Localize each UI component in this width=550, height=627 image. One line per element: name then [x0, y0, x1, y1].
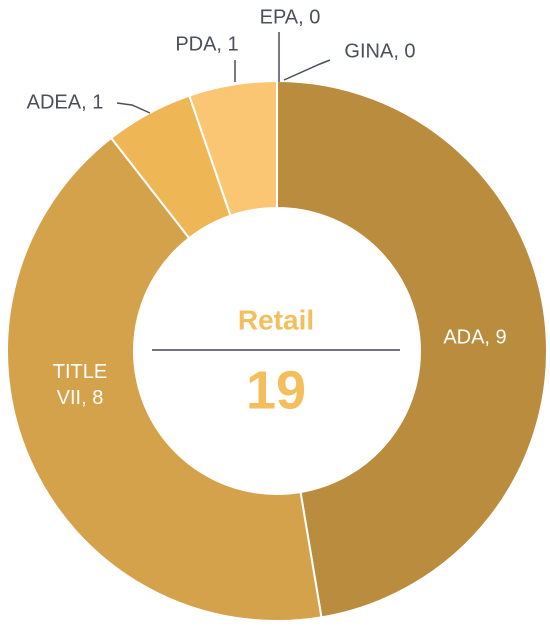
- slice-label: TITLE VII, 8: [53, 361, 107, 409]
- slice-label: EPA, 0: [260, 6, 321, 28]
- center-total: 19: [246, 360, 306, 420]
- slice-label: GINA, 0: [344, 40, 415, 62]
- leader-line: [116, 102, 151, 114]
- slice-label: ADA, 9: [443, 326, 506, 348]
- slice: [276, 79, 548, 619]
- labels: ADA, 9 TITLE VII, 8 ADEA, 1 PDA, 1 EPA, 0 GINA…: [27, 6, 507, 409]
- leader-line: [283, 59, 331, 81]
- center-title: Retail: [238, 304, 314, 335]
- slice-label: ADEA, 1: [27, 91, 104, 113]
- slice-label: PDA, 1: [175, 33, 238, 55]
- slices: [6, 79, 548, 622]
- slice: [6, 136, 323, 622]
